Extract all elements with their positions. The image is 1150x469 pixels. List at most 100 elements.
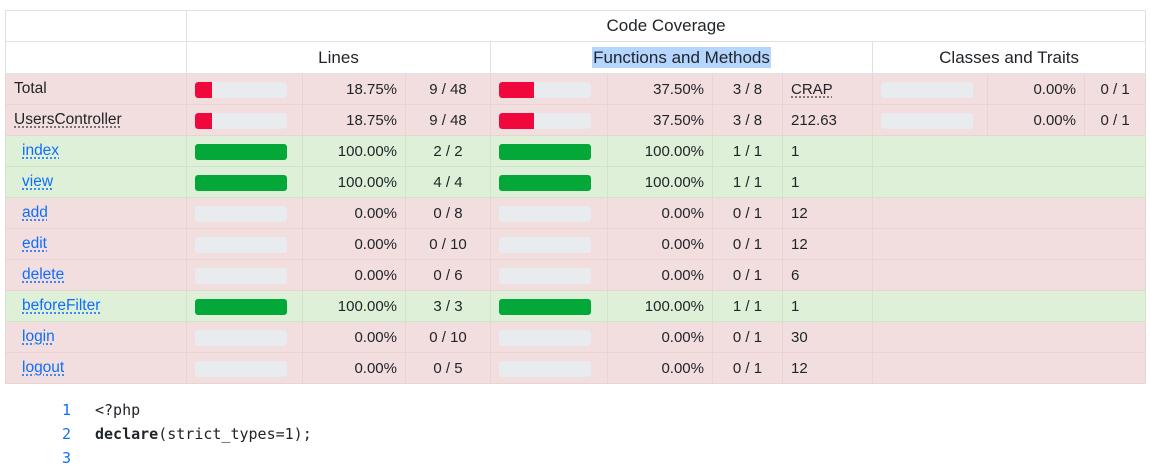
classes-empty <box>871 352 1147 384</box>
functions-progress-bar <box>499 112 591 129</box>
code-content: (strict_types=1); <box>158 425 312 443</box>
functions-fraction: 3 / 8 <box>712 104 783 136</box>
crap-value: 6 <box>782 259 873 291</box>
lines-progress-bar <box>195 267 287 284</box>
lines-percent: 18.75% <box>302 104 406 136</box>
lines-percent: 0.00% <box>302 259 406 291</box>
crap-label: 30 <box>791 328 808 346</box>
table-row: edit 0.00% 0 / 10 0.00% 0 / 1 12 <box>5 228 1147 260</box>
functions-header: Functions and Methods <box>490 41 873 74</box>
lines-fraction: 0 / 6 <box>405 259 491 291</box>
lines-progress-bar <box>195 329 287 346</box>
lines-progress-bar <box>195 174 287 191</box>
functions-bar-cell <box>490 197 608 229</box>
functions-progress-bar <box>499 267 591 284</box>
crap-label: 6 <box>791 266 800 284</box>
classes-empty <box>871 321 1147 353</box>
row-name: logout <box>5 352 187 384</box>
method-link[interactable]: logout <box>22 359 65 376</box>
classes-percent: 0.00% <box>987 73 1085 105</box>
lines-fraction: 0 / 8 <box>405 197 491 229</box>
lines-fraction: 0 / 5 <box>405 352 491 384</box>
lines-fraction: 4 / 4 <box>405 166 491 198</box>
functions-bar-cell <box>490 352 608 384</box>
functions-fraction: 0 / 1 <box>712 259 783 291</box>
lines-fraction: 2 / 2 <box>405 135 491 167</box>
lines-bar-cell <box>186 259 303 291</box>
lines-percent: 0.00% <box>302 228 406 260</box>
lines-percent: 0.00% <box>302 197 406 229</box>
method-link[interactable]: beforeFilter <box>22 297 101 314</box>
code-keyword: declare <box>95 425 159 443</box>
functions-fraction: 1 / 1 <box>712 135 783 167</box>
crap-value: CRAP <box>782 73 873 105</box>
lines-bar-cell <box>186 104 303 136</box>
functions-progress-fill <box>499 112 534 129</box>
lines-percent: 100.00% <box>302 290 406 322</box>
code-text: declare(strict_types=1); <box>95 422 312 446</box>
row-name: UsersController <box>5 104 187 136</box>
row-name: login <box>5 321 187 353</box>
crap-label: CRAP <box>791 80 833 98</box>
classes-empty <box>871 166 1147 198</box>
classes-progress-bar <box>881 112 973 129</box>
functions-bar-cell <box>490 228 608 260</box>
crap-value: 12 <box>782 352 873 384</box>
method-link[interactable]: edit <box>22 235 47 252</box>
classes-fraction: 0 / 1 <box>1083 104 1147 136</box>
table-row: logout 0.00% 0 / 5 0.00% 0 / 1 12 <box>5 352 1147 384</box>
functions-progress-fill <box>499 81 534 98</box>
classes-fraction: 0 / 1 <box>1083 73 1147 105</box>
method-link[interactable]: delete <box>22 266 65 283</box>
line-number[interactable]: 1 <box>61 401 71 419</box>
lines-progress-fill <box>195 174 287 191</box>
table-row: login 0.00% 0 / 10 0.00% 0 / 1 30 <box>5 321 1147 353</box>
lines-progress-fill <box>195 143 287 160</box>
crap-label: 12 <box>791 204 808 222</box>
lines-progress-bar <box>195 205 287 222</box>
lines-fraction: 3 / 3 <box>405 290 491 322</box>
method-link[interactable]: login <box>22 328 55 345</box>
method-link[interactable]: add <box>22 204 48 221</box>
functions-fraction: 0 / 1 <box>712 197 783 229</box>
functions-bar-cell <box>490 321 608 353</box>
functions-percent: 100.00% <box>607 135 713 167</box>
lines-progress-bar <box>195 298 287 315</box>
lines-fraction: 9 / 48 <box>405 73 491 105</box>
line-number[interactable]: 3 <box>61 449 71 467</box>
functions-bar-cell <box>490 166 608 198</box>
crap-value: 212.63 <box>782 104 873 136</box>
functions-fraction: 3 / 8 <box>712 73 783 105</box>
lines-bar-cell <box>186 228 303 260</box>
lines-percent: 100.00% <box>302 166 406 198</box>
lines-bar-cell <box>186 166 303 198</box>
crap-label: 1 <box>791 142 800 160</box>
functions-progress-bar <box>499 360 591 377</box>
functions-fraction: 0 / 1 <box>712 352 783 384</box>
method-link[interactable]: view <box>22 173 54 190</box>
functions-fraction: 0 / 1 <box>712 228 783 260</box>
functions-progress-bar <box>499 143 591 160</box>
functions-percent: 37.50% <box>607 104 713 136</box>
row-label: Total <box>14 80 47 97</box>
lines-bar-cell <box>186 352 303 384</box>
functions-percent: 100.00% <box>607 290 713 322</box>
classes-progress-bar <box>881 81 973 98</box>
code-line: 2 declare(strict_types=1); <box>0 422 312 446</box>
functions-progress-bar <box>499 236 591 253</box>
method-link[interactable]: index <box>22 142 60 159</box>
classes-empty <box>871 135 1147 167</box>
crap-label: 1 <box>791 173 800 191</box>
crap-value: 12 <box>782 197 873 229</box>
line-number[interactable]: 2 <box>61 425 71 443</box>
row-name: index <box>5 135 187 167</box>
functions-bar-cell <box>490 135 608 167</box>
classes-bar-cell <box>872 73 988 105</box>
functions-bar-cell <box>490 104 608 136</box>
row-name: Total <box>5 73 187 105</box>
crap-label: 212.63 <box>791 111 837 129</box>
lines-bar-cell <box>186 73 303 105</box>
